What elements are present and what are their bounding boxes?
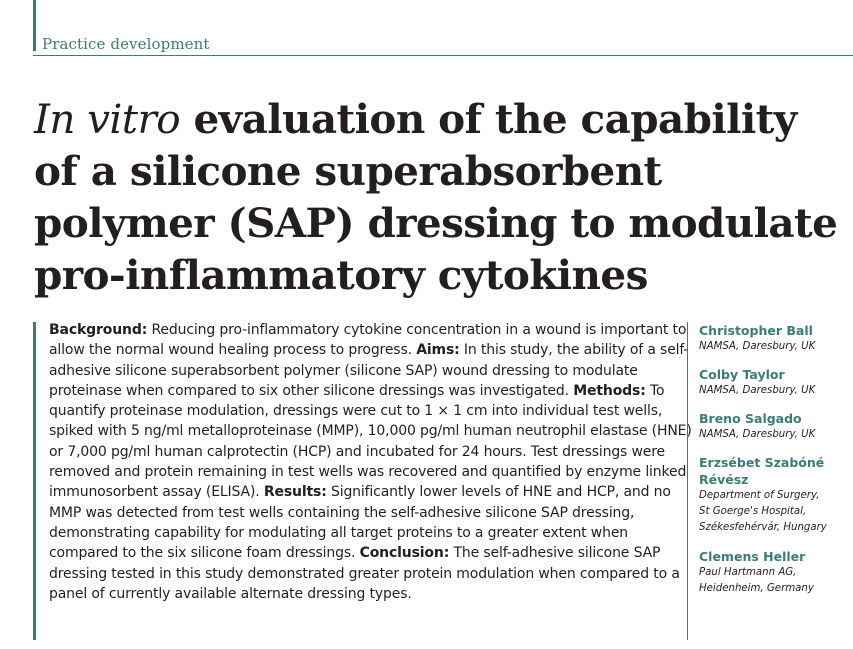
author-entry: Clemens Heller Paul Hartmann AG, Heidenh… xyxy=(699,548,849,597)
conclusion-heading: Conclusion: xyxy=(359,545,450,562)
author-name: Christopher Ball xyxy=(699,323,813,338)
author-affiliation: St Goerge's Hospital, xyxy=(699,506,807,517)
background-text: Reducing pro-inflammatory cytokine conce… xyxy=(49,322,687,359)
header-divider xyxy=(33,55,853,56)
author-entry: Christopher Ball NAMSA, Daresbury, UK xyxy=(699,322,849,355)
author-affiliation: NAMSA, Daresbury, UK xyxy=(699,341,816,352)
author-name: Erzsébet Szabóné xyxy=(699,455,825,470)
author-list: Christopher Ball NAMSA, Daresbury, UK Co… xyxy=(699,322,849,608)
author-name-line-2: Révész xyxy=(699,472,749,487)
author-affiliation: NAMSA, Daresbury, UK xyxy=(699,429,816,440)
title-rest: evaluation of the capability of a silico… xyxy=(34,95,838,299)
article-title: In vitro evaluation of the capability of… xyxy=(34,93,844,301)
abstract: Background: Reducing pro-inflammatory cy… xyxy=(49,320,694,604)
authors-divider xyxy=(687,322,688,640)
methods-text: To quantify proteinase modulation, dress… xyxy=(49,382,692,501)
aims-text: In this study, the ability of a self-adh… xyxy=(49,342,689,399)
author-affiliation: Paul Hartmann AG, xyxy=(699,567,797,578)
author-affiliation: Department of Surgery, xyxy=(699,490,820,501)
abstract-accent-bar xyxy=(33,322,36,640)
author-entry: Colby Taylor NAMSA, Daresbury, UK xyxy=(699,366,849,399)
author-name: Colby Taylor xyxy=(699,367,785,382)
author-entry: Erzsébet Szabóné Révész Department of Su… xyxy=(699,454,849,536)
author-name: Clemens Heller xyxy=(699,549,806,564)
background-heading: Background: xyxy=(49,322,148,338)
author-entry: Breno Salgado NAMSA, Daresbury, UK xyxy=(699,410,849,443)
conclusion-text: The self-adhesive silicone SAP dressing … xyxy=(49,545,680,602)
methods-heading: Methods: xyxy=(573,382,646,399)
author-affiliation: NAMSA, Daresbury, UK xyxy=(699,385,816,396)
title-italic-part: In vitro xyxy=(34,95,181,143)
section-label: Practice development xyxy=(42,35,210,53)
author-affiliation: Heidenheim, Germany xyxy=(699,583,814,594)
results-text: Significantly lower levels of HNE and HC… xyxy=(49,484,671,562)
author-name: Breno Salgado xyxy=(699,411,802,426)
author-affiliation: Székesfehérvár, Hungary xyxy=(699,522,827,533)
aims-heading: Aims: xyxy=(416,342,460,359)
results-heading: Results: xyxy=(263,484,327,501)
top-accent-rule xyxy=(33,0,36,51)
